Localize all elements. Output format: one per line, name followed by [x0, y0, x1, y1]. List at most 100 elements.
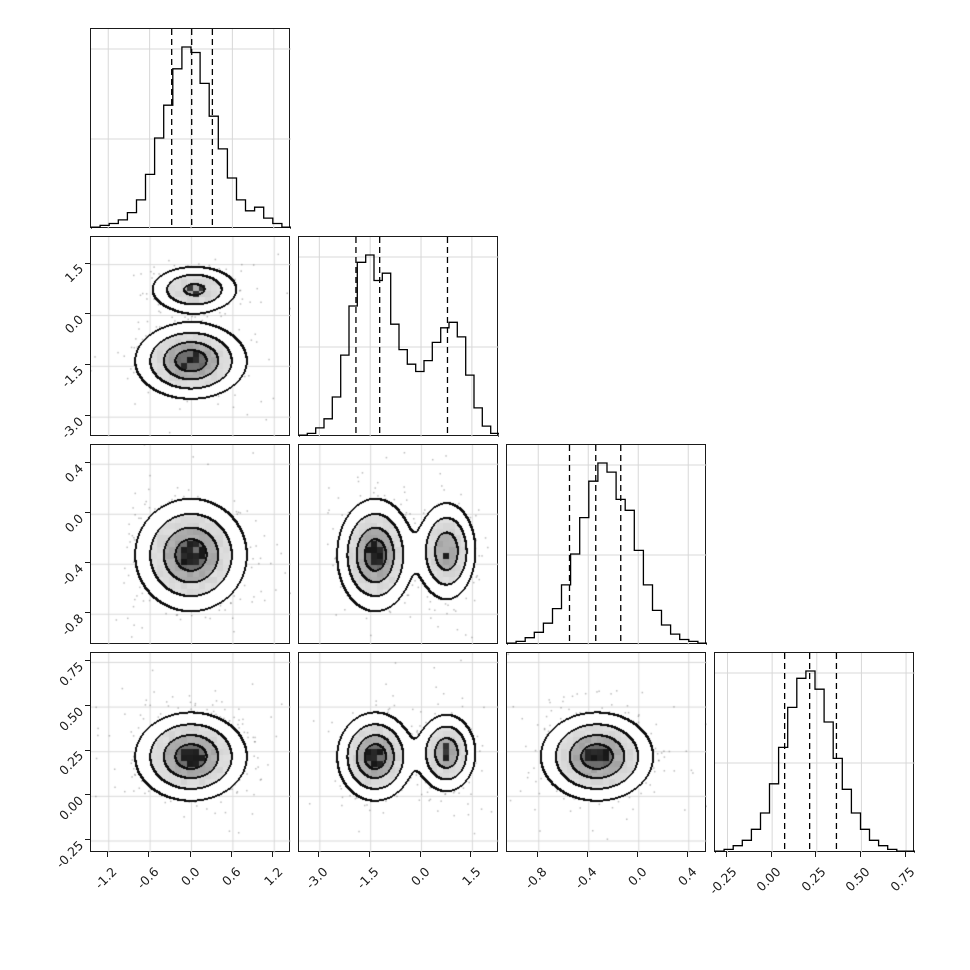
- panel-joint-param1-param4: [90, 652, 291, 853]
- y-tick-label: 0.75: [53, 653, 86, 689]
- tick-mark: [85, 612, 90, 614]
- x-tick-label-text: 0.75: [887, 864, 918, 895]
- density-canvas-param3-param4: [507, 653, 707, 853]
- tick-mark: [85, 839, 90, 840]
- x-tick-label: 0.00: [745, 861, 783, 894]
- y-tick-label: -0.8: [57, 605, 86, 638]
- panel-joint-param2-param3: [298, 444, 499, 645]
- x-tick-label: 0.75: [879, 861, 917, 894]
- x-tick-label-text: -0.25: [705, 864, 740, 898]
- histogram-param2: [299, 237, 499, 437]
- x-tick-label: -0.6: [126, 861, 161, 892]
- tick-mark: [272, 852, 274, 857]
- x-tick-label: -1.2: [85, 861, 120, 892]
- x-tick-label-text: 0.0: [625, 864, 650, 889]
- x-tick-label: 1.5: [453, 861, 484, 889]
- tick-mark: [586, 852, 588, 857]
- density-canvas-param1-param3: [91, 445, 291, 645]
- y-tick-label: 0.25: [53, 743, 86, 778]
- tick-mark: [636, 852, 638, 857]
- y-tick-label: 0.0: [61, 306, 87, 337]
- y-tick-label: -3.0: [57, 408, 86, 441]
- x-tick-label-text: -0.8: [522, 864, 550, 892]
- y-tick-label: -1.5: [57, 357, 86, 391]
- histogram-param3: [507, 445, 707, 645]
- panel-hist-param4: [714, 652, 915, 853]
- tick-mark: [189, 852, 191, 857]
- y-tick-label-text: -3.0: [58, 413, 87, 442]
- x-tick-label: -0.4: [565, 861, 600, 892]
- x-tick-label: 0.0: [619, 861, 650, 889]
- x-tick-label-text: 0.25: [798, 864, 829, 895]
- tick-mark: [85, 749, 90, 751]
- tick-mark: [904, 852, 906, 857]
- tick-mark: [317, 852, 319, 857]
- y-tick-label: 0.0: [61, 505, 87, 535]
- x-tick-label-text: -0.4: [572, 864, 600, 892]
- tick-mark: [726, 852, 727, 857]
- tick-mark: [230, 852, 232, 857]
- x-tick-label-text: -1.5: [353, 864, 382, 892]
- x-tick-label-text: -1.2: [91, 864, 120, 892]
- density-canvas-param1-param4: [91, 653, 291, 853]
- tick-mark: [470, 852, 472, 857]
- x-tick-label: 0.6: [213, 861, 244, 889]
- tick-mark: [85, 660, 90, 662]
- tick-mark: [85, 415, 90, 417]
- y-tick-label: 0.50: [53, 698, 86, 733]
- y-tick-label-text: 1.5: [61, 260, 87, 286]
- panel-joint-param2-param4: [298, 652, 499, 853]
- density-canvas-param1-param2: [91, 237, 291, 437]
- tick-mark: [859, 852, 861, 857]
- x-tick-label: 0.50: [835, 861, 873, 894]
- x-tick-label: 1.2: [255, 861, 286, 889]
- panel-joint-param1-param2: [90, 236, 291, 437]
- panel-joint-param3-param4: [506, 652, 707, 853]
- x-tick-label: 0.25: [790, 861, 828, 894]
- x-tick-label-text: 1.5: [458, 864, 484, 889]
- y-tick-label: 1.5: [61, 256, 87, 286]
- x-tick-label: -0.25: [696, 861, 739, 897]
- x-tick-label-text: 0.00: [753, 864, 784, 895]
- tick-mark: [85, 512, 90, 514]
- y-tick-label-text: -0.8: [58, 610, 87, 639]
- density-canvas-param2-param3: [299, 445, 499, 645]
- tick-mark: [85, 364, 90, 366]
- tick-mark: [368, 852, 370, 857]
- y-tick-label-text: 0.75: [56, 658, 87, 689]
- tick-mark: [85, 462, 90, 464]
- y-tick-label-text: 0.50: [56, 703, 87, 734]
- tick-mark: [85, 705, 90, 707]
- y-tick-label-text: 0.0: [61, 510, 87, 536]
- x-tick-label-text: 0.6: [219, 864, 244, 889]
- tick-mark: [85, 313, 90, 315]
- tick-mark: [419, 852, 421, 857]
- x-tick-label: -0.8: [515, 861, 550, 892]
- tick-mark: [85, 262, 90, 264]
- y-tick-label: 0.00: [53, 787, 86, 823]
- y-tick-label: -0.25: [49, 832, 86, 870]
- x-tick-label-text: 0.50: [842, 864, 874, 895]
- y-tick-label: 0.4: [61, 455, 87, 485]
- x-tick-label-text: 0.0: [177, 864, 203, 889]
- y-tick-label-text: -0.4: [58, 560, 87, 589]
- tick-mark: [686, 852, 688, 857]
- panel-hist-param3: [506, 444, 707, 645]
- y-tick-label-text: -0.25: [52, 837, 87, 871]
- x-tick-label-text: -3.0: [303, 864, 331, 892]
- tick-mark: [815, 852, 817, 857]
- y-tick-label-text: 0.25: [56, 747, 87, 779]
- tick-mark: [85, 562, 90, 564]
- tick-mark: [770, 852, 772, 857]
- x-tick-label-text: -0.6: [133, 864, 162, 892]
- y-tick-label-text: 0.0: [61, 311, 87, 337]
- tick-mark: [536, 852, 538, 857]
- y-tick-label-text: -1.5: [58, 362, 87, 391]
- y-tick-label-text: 0.4: [61, 460, 87, 486]
- histogram-param1: [91, 29, 291, 229]
- panel-hist-param1: [90, 28, 291, 229]
- histogram-param4: [715, 653, 915, 853]
- tick-mark: [148, 852, 150, 857]
- panel-joint-param1-param3: [90, 444, 291, 645]
